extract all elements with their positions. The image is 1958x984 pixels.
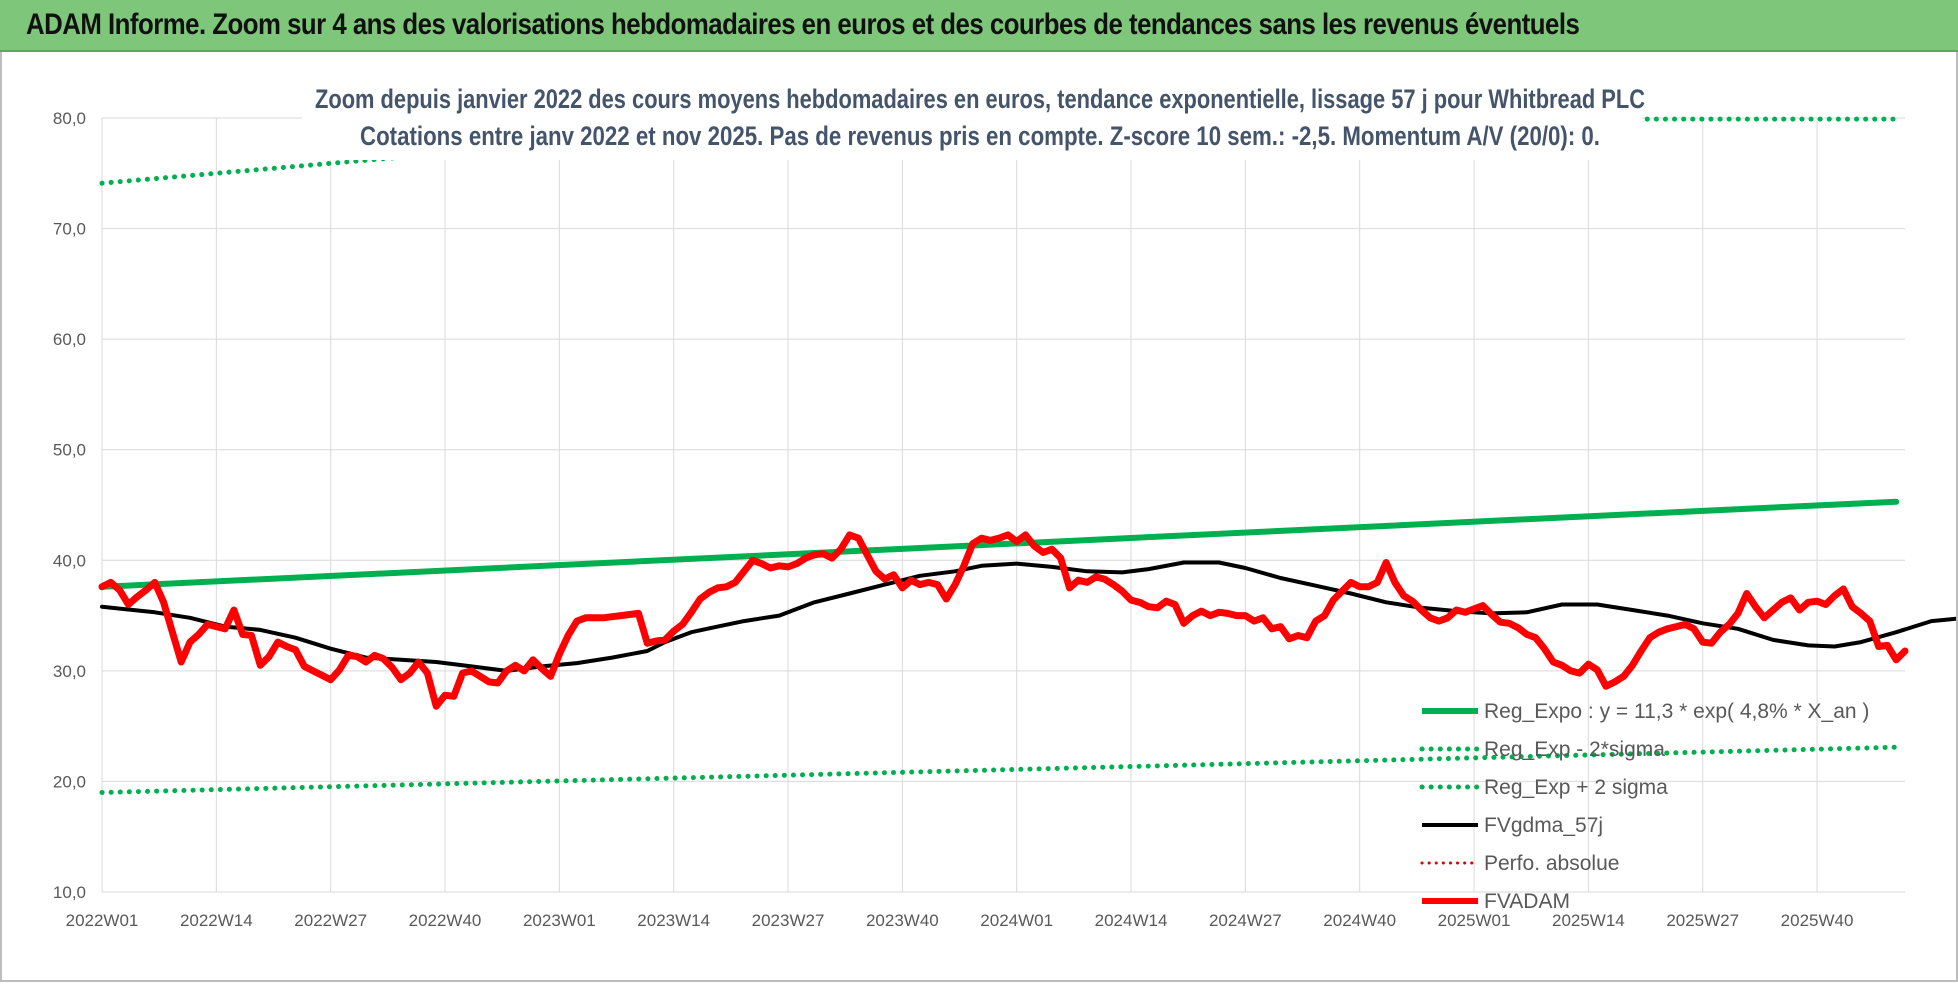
series-line-reg_minus (99, 744, 1899, 795)
x-tick-label: 2022W27 (294, 911, 367, 930)
x-tick-label: 2025W40 (1781, 911, 1854, 930)
x-tick-label: 2025W14 (1552, 911, 1625, 930)
x-tick-label: 2024W40 (1323, 911, 1396, 930)
legend-label-perfo: Perfo. absolue (1484, 852, 1619, 875)
x-tick-label: 2023W27 (752, 911, 825, 930)
x-tick-label: 2024W14 (1095, 911, 1168, 930)
series-line-reg_plus (99, 116, 1899, 186)
y-axis-ticks: 10,0 20,0 30,0 40,0 50,0 60,0 70,0 80,0 (53, 109, 86, 902)
y-tick-label: 20,0 (53, 772, 86, 791)
x-tick-label: 2022W14 (180, 911, 253, 930)
x-tick-label: 2025W27 (1666, 911, 1739, 930)
y-tick-label: 10,0 (53, 883, 86, 902)
chart-title-line2: Cotations entre janv 2022 et nov 2025. P… (360, 121, 1600, 151)
title-background (302, 78, 1642, 160)
y-tick-label: 30,0 (53, 662, 86, 681)
y-tick-label: 40,0 (53, 551, 86, 570)
x-axis-ticks: 2022W01 2022W14 2022W27 2022W40 2023W01 2023W… (66, 911, 1854, 930)
chart-title-line1: Zoom depuis janvier 2022 des cours moyen… (315, 84, 1645, 114)
x-tick-label: 2023W14 (637, 911, 710, 930)
y-tick-label: 70,0 (53, 220, 86, 239)
legend: Reg_Expo : y = 11,3 * exp( 4,8% * X_an )… (1419, 700, 1869, 913)
legend-label-reg_minus: Reg_Exp - 2*sigma (1484, 738, 1665, 761)
x-tick-label: 2022W01 (66, 911, 139, 930)
series-line-fvgdma (100, 560, 1956, 673)
legend-label-fvadam: FVADAM (1484, 890, 1570, 913)
grid (101, 117, 1905, 893)
y-tick-label: 60,0 (53, 330, 86, 349)
banner-title: ADAM Informe. Zoom sur 4 ans des valoris… (26, 8, 1580, 41)
x-tick-label: 2022W40 (409, 911, 482, 930)
x-tick-label: 2023W40 (866, 911, 939, 930)
chart-frame: 10,0 20,0 30,0 40,0 50,0 60,0 70,0 80,0 2022W01… (0, 52, 1958, 982)
y-tick-label: 50,0 (53, 441, 86, 460)
legend-label-fvgdma: FVgdma_57j (1484, 814, 1603, 837)
series-line-fvadam (98, 531, 1909, 710)
x-tick-label: 2025W01 (1438, 911, 1511, 930)
y-tick-label: 80,0 (53, 109, 86, 128)
x-tick-label: 2024W27 (1209, 911, 1282, 930)
line-chart: 10,0 20,0 30,0 40,0 50,0 60,0 70,0 80,0 2022W01… (53, 78, 1956, 930)
x-tick-label: 2024W01 (980, 911, 1053, 930)
banner: ADAM Informe. Zoom sur 4 ans des valoris… (0, 0, 1958, 52)
legend-label-reg_plus: Reg_Exp + 2 sigma (1484, 776, 1668, 799)
series-layer (98, 116, 1956, 795)
series-line-reg (99, 498, 1900, 590)
legend-label-reg: Reg_Expo : y = 11,3 * exp( 4,8% * X_an ) (1484, 700, 1869, 723)
x-tick-label: 2023W01 (523, 911, 596, 930)
